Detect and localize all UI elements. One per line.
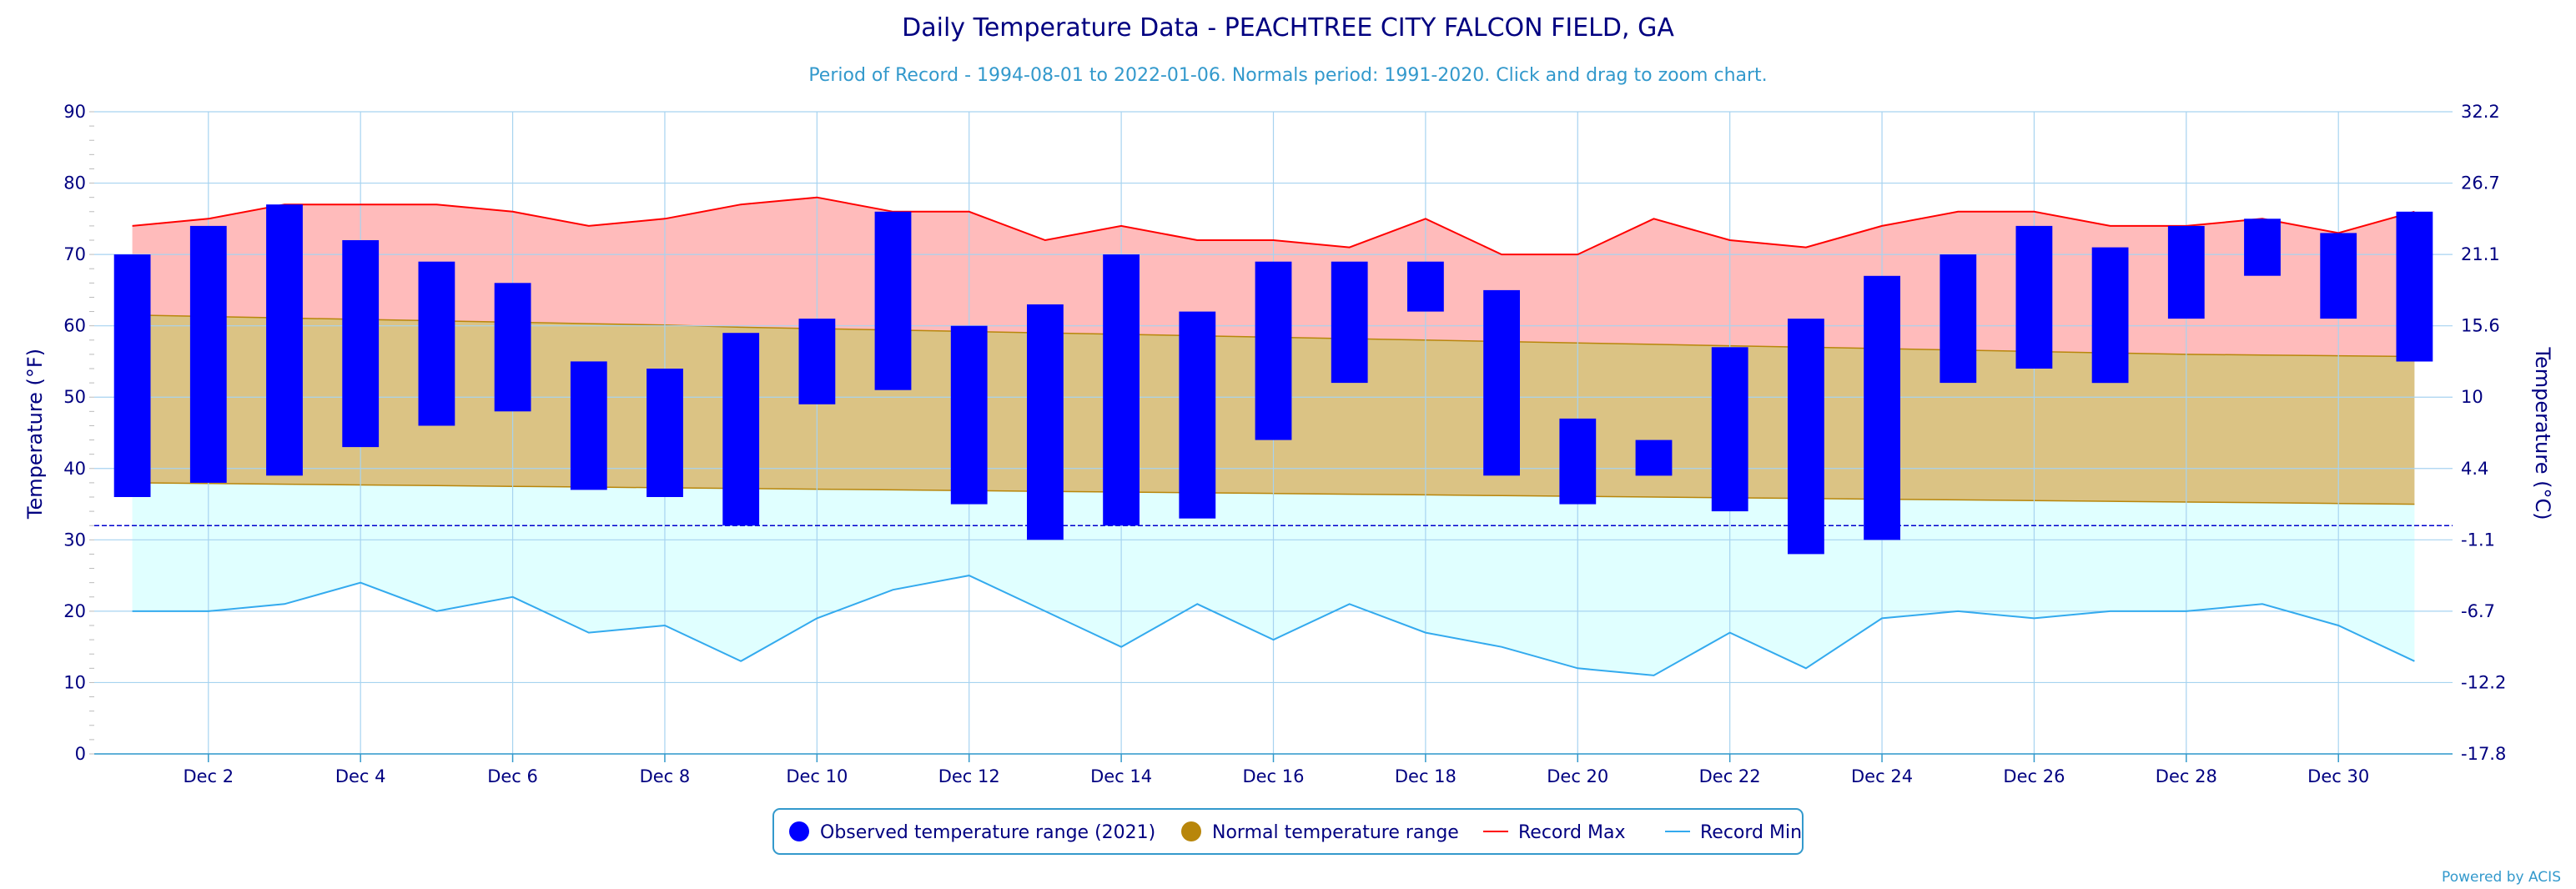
y2-tick-label: 32.2 (2461, 102, 2500, 122)
y-tick-label: 90 (63, 102, 86, 122)
y2-tick-label: -12.2 (2461, 672, 2506, 692)
series-layer[interactable] (113, 196, 2433, 676)
observed-bar[interactable] (798, 319, 836, 404)
x-tick-label: Dec 16 (1242, 766, 1304, 786)
record-min-line[interactable] (132, 575, 2415, 676)
y-axis-title-left: Temperature (°F) (23, 349, 47, 520)
y-tick-label: 70 (63, 244, 86, 264)
legend-item-observed[interactable]: Observed temperature range (2021) (789, 821, 1155, 843)
chart-legend[interactable]: Observed temperature range (2021) Normal… (772, 808, 1804, 855)
legend-label-record-max: Record Max (1518, 822, 1626, 843)
x-tick-label: Dec 12 (938, 766, 1000, 786)
y-tick-label: 30 (63, 530, 86, 550)
y-tick-label: 60 (63, 316, 86, 336)
legend-label-observed: Observed temperature range (2021) (820, 822, 1155, 843)
observed-bar[interactable] (2396, 211, 2433, 362)
observed-bar[interactable] (1559, 418, 1597, 505)
y-tick-label: 0 (75, 744, 86, 764)
observed-bar[interactable] (1255, 261, 1292, 440)
y2-tick-label: 15.6 (2461, 316, 2500, 336)
observed-bar[interactable] (1483, 289, 1520, 476)
observed-bar[interactable] (1711, 347, 1748, 512)
observed-bar[interactable] (950, 325, 988, 505)
observed-bar[interactable] (1103, 254, 1140, 526)
x-tick-label: Dec 26 (2003, 766, 2065, 786)
x-tick-label: Dec 30 (2307, 766, 2369, 786)
observed-bar[interactable] (1635, 439, 1673, 476)
legend-label-normal: Normal temperature range (1212, 822, 1459, 843)
observed-bar[interactable] (2091, 247, 2129, 384)
observed-bar[interactable] (2015, 225, 2053, 369)
record-max-line[interactable] (132, 196, 2415, 256)
observed-bar[interactable] (874, 211, 912, 390)
observed-bar[interactable] (494, 283, 531, 412)
observed-bar[interactable] (1940, 254, 1977, 384)
x-tick-label: Dec 2 (183, 766, 234, 786)
observed-bar[interactable] (570, 361, 607, 490)
observed-bar[interactable] (1027, 304, 1064, 540)
observed-bar[interactable] (1407, 261, 1444, 312)
y2-tick-label: 26.7 (2461, 173, 2500, 193)
y-tick-label: 40 (63, 459, 86, 479)
observed-bar[interactable] (113, 254, 151, 497)
credits-link[interactable]: Powered by ACIS (2442, 869, 2561, 886)
observed-bar[interactable] (189, 225, 227, 483)
y2-tick-label: 10 (2461, 387, 2483, 407)
y-tick-label: 20 (63, 601, 86, 621)
observed-bar[interactable] (1179, 311, 1216, 519)
observed-bar[interactable] (722, 333, 760, 526)
y-tick-label: 50 (63, 387, 86, 407)
x-tick-label: Dec 22 (1699, 766, 1761, 786)
observed-bar[interactable] (1331, 261, 1368, 384)
observed-bar[interactable] (342, 240, 380, 448)
observed-bar[interactable] (418, 261, 455, 426)
y-tick-label: 80 (63, 173, 86, 193)
observed-bar[interactable] (1788, 319, 1824, 555)
legend-item-record-max[interactable]: Record Max (1483, 822, 1626, 843)
chart-title: Daily Temperature Data - PEACHTREE CITY … (902, 13, 1674, 43)
axes: 0 10 20 30 40 50 60 70 80 90 32.2 26.7 21.1 15.6 10 4.4… (63, 102, 2506, 786)
legend-box (772, 808, 1804, 855)
legend-label-record-min: Record Min (1700, 822, 1802, 843)
x-tick-label: Dec 24 (1851, 766, 1913, 786)
x-tick-label: Dec 20 (1547, 766, 1608, 786)
x-tick-label: Dec 14 (1090, 766, 1152, 786)
y2-tick-label: 4.4 (2461, 459, 2488, 479)
x-tick-label: Dec 18 (1395, 766, 1457, 786)
observed-bar[interactable] (2167, 225, 2205, 319)
normal-dot-icon (1181, 821, 1201, 841)
y2-tick-label: -6.7 (2461, 601, 2495, 621)
y2-tick-label: -17.8 (2461, 744, 2506, 764)
observed-dot-icon (789, 821, 809, 841)
chart-subtitle: Period of Record - 1994-08-01 to 2022-01… (808, 65, 1767, 86)
x-tick-label: Dec 10 (786, 766, 848, 786)
observed-bar[interactable] (2320, 233, 2357, 319)
legend-item-normal[interactable]: Normal temperature range (1181, 821, 1459, 843)
x-tick-label: Dec 28 (2156, 766, 2217, 786)
y2-tick-label: 21.1 (2461, 244, 2500, 264)
observed-bar[interactable] (2244, 218, 2281, 276)
observed-bar[interactable] (647, 369, 683, 497)
x-tick-label: Dec 6 (487, 766, 538, 786)
observed-bar[interactable] (1864, 275, 1900, 540)
legend-item-record-min[interactable]: Record Min (1665, 822, 1802, 843)
y-tick-label: 10 (63, 672, 86, 692)
x-tick-label: Dec 4 (335, 766, 386, 786)
observed-bar[interactable] (266, 204, 303, 476)
y-axis-title-right: Temperature (°C) (2531, 346, 2554, 520)
y2-tick-label: -1.1 (2461, 530, 2495, 550)
x-tick-label: Dec 8 (640, 766, 691, 786)
